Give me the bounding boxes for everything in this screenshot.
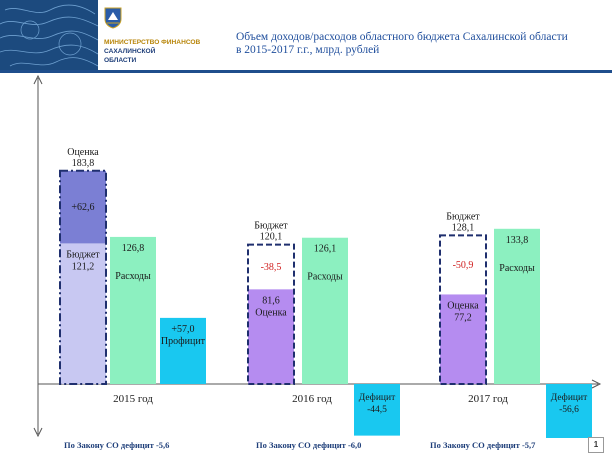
label-2017-revenue-budget: Бюджет 128,1 (446, 211, 480, 233)
bar-2015-expenses (110, 236, 156, 384)
x-axis-arrow (591, 379, 602, 389)
bar-2015-surplus (160, 317, 206, 384)
bar-2017-deficit (546, 384, 592, 438)
bar-2017-expenses (494, 228, 540, 384)
page-number: 1 (588, 437, 604, 453)
bar-2015-revenue-base (60, 243, 106, 384)
slide-title-line1: Объем доходов/расходов областного бюджет… (236, 31, 568, 43)
x-tick-2016: 2016 год (292, 393, 332, 405)
bar-2015-revenue-outline (59, 169, 107, 385)
x-tick-2017: 2017 год (468, 393, 508, 405)
slide-title: Объем доходов/расходов областного бюджет… (236, 31, 606, 57)
label-2017-deficit: Дефицит -56,6 (551, 392, 588, 415)
label-2015-revenue-estimate: Оценка 183,8 (67, 147, 99, 169)
label-2016-revenue-gap: -38,5 (261, 262, 282, 273)
y-axis-arrow-down (33, 427, 43, 438)
label-2016-deficit: Дефицит -44,5 (359, 392, 396, 415)
law-note-2017: По Закону СО дефицит -5,7 (430, 440, 536, 450)
label-2016-revenue-budget: Бюджет 120,1 (254, 221, 288, 243)
label-2017-expenses-name: Расходы (499, 263, 535, 274)
bar-2016-revenue-estimate (248, 289, 294, 384)
law-note-2015: По Закону СО дефицит -5,6 (64, 440, 170, 450)
x-tick-2015: 2015 год (113, 393, 153, 405)
label-2017-revenue-gap: -50,9 (453, 260, 474, 271)
slide-title-line2: в 2015-2017 г.г., млрд. рублей (236, 44, 380, 56)
header: МИНИСТЕРСТВО ФИНАНСОВ САХАЛИНСКОЙ ОБЛАСТ… (0, 0, 612, 73)
ministry-name: МИНИСТЕРСТВО ФИНАНСОВ САХАЛИНСКОЙ ОБЛАСТ… (104, 38, 234, 65)
bar-2016-revenue-budget-outline (247, 243, 295, 385)
coat-of-arms-icon (104, 7, 122, 29)
label-2017-revenue-estimate: Оценка 77,2 (447, 300, 479, 323)
bar-2015-revenue-increment (60, 170, 106, 244)
label-2015-revenue-base: Бюджет 121,2 (66, 249, 100, 272)
header-divider (0, 70, 612, 73)
ministry-line2: САХАЛИНСКОЙ (104, 48, 156, 55)
label-2016-revenue-estimate: 81,6 Оценка (255, 295, 287, 318)
bar-2016-deficit (354, 384, 400, 436)
label-2015-expenses-name: Расходы (115, 271, 151, 282)
label-2015-expenses-value: 126,8 (122, 243, 145, 254)
label-2016-expenses-value: 126,1 (314, 244, 337, 255)
map-contour-icon (0, 0, 98, 72)
law-note-2016: По Закону СО дефицит -6,0 (256, 440, 362, 450)
bar-2017-revenue-estimate (440, 294, 486, 384)
bar-2016-expenses (302, 237, 348, 384)
label-2015-surplus: +57,0 Профицит (161, 324, 206, 347)
bar-2017-revenue-budget-outline (439, 234, 487, 385)
label-2017-expenses-value: 133,8 (506, 235, 529, 246)
ministry-line1: МИНИСТЕРСТВО ФИНАНСОВ (104, 39, 201, 46)
y-axis-arrow-up (33, 74, 43, 85)
label-2016-expenses-name: Расходы (307, 272, 343, 283)
label-2015-revenue-increment: +62,6 (71, 202, 94, 213)
budget-chart: Оценка 183,8 +62,6 Бюджет 121,2 126,8 Расходы +… (33, 74, 602, 438)
ministry-line3: ОБЛАСТИ (104, 57, 137, 64)
